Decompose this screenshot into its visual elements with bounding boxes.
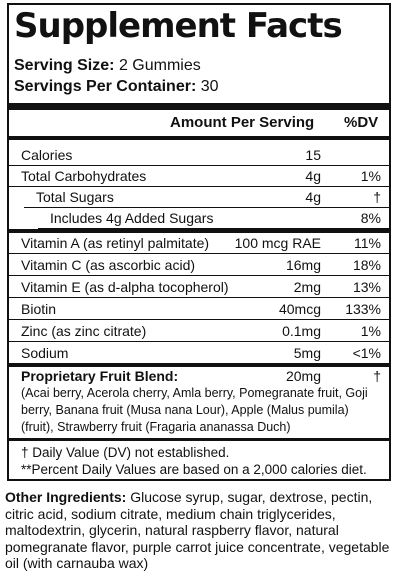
- nutrient-dv: †: [373, 189, 381, 205]
- nutrient-amount: 0.1mg: [282, 323, 321, 339]
- footnote-percent-dv: **Percent Daily Values are based on a 2,…: [21, 462, 367, 477]
- dv-header: %DV: [344, 114, 379, 131]
- table-row: Total Sugars 4g †: [24, 187, 389, 208]
- nutrient-amount: 4g: [305, 189, 321, 205]
- supplement-facts-panel: [7, 3, 391, 481]
- nutrient-dv: 18%: [352, 257, 381, 273]
- serving-size-label: Serving Size:: [14, 57, 115, 74]
- table-row: Includes 4g Added Sugars 8%: [38, 208, 389, 229]
- panel-title: Supplement Facts: [14, 6, 343, 46]
- nutrient-name: Total Sugars: [36, 189, 114, 205]
- nutrient-name: Calories: [21, 147, 73, 163]
- nutrient-dv: 11%: [354, 235, 381, 251]
- table-row: Sodium 5mg <1%: [9, 343, 389, 364]
- thick-divider-footnotes: [9, 438, 389, 441]
- nutrient-amount: 4g: [305, 168, 321, 184]
- nutrient-dv: <1%: [352, 345, 381, 361]
- nutrient-name: Sodium: [21, 345, 69, 361]
- nutrient-dv: 1%: [360, 168, 381, 184]
- other-ingredients: Other Ingredients: Glucose syrup, sugar,…: [5, 489, 397, 572]
- table-row: Vitamin C (as ascorbic acid) 16mg 18%: [9, 255, 389, 276]
- thick-divider-blend: [9, 364, 389, 367]
- amount-per-serving-header: Amount Per Serving: [170, 114, 315, 131]
- blend-dv: †: [373, 368, 381, 384]
- nutrient-amount: 40mcg: [278, 301, 321, 317]
- thick-divider-top: [9, 103, 389, 110]
- nutrient-amount: 16mg: [285, 257, 321, 273]
- nutrient-amount: 5mg: [293, 345, 321, 361]
- thick-divider-header: [9, 136, 389, 140]
- serving-size-value: 2 Gummies: [118, 57, 201, 74]
- nutrient-name: Includes 4g Added Sugars: [50, 210, 214, 226]
- nutrient-name: Total Carbohydrates: [21, 168, 147, 184]
- table-row: Vitamin A (as retinyl palmitate) 100 mcg…: [9, 233, 389, 254]
- table-row: Zinc (as zinc citrate) 0.1mg 1%: [9, 321, 389, 342]
- blend-amount: 20mg: [285, 368, 321, 384]
- servings-per-container-value: 30: [200, 78, 219, 95]
- nutrient-dv: 133%: [345, 301, 381, 317]
- table-row: Vitamin E (as d-alpha tocopherol) 2mg 13…: [9, 277, 389, 298]
- nutrient-name: Biotin: [21, 301, 57, 317]
- table-row: Total Carbohydrates 4g 1%: [9, 166, 389, 187]
- nutrient-name: Vitamin A (as retinyl palmitate): [21, 235, 210, 251]
- thick-divider-vitamins: [9, 229, 389, 233]
- table-row: Calories 15: [9, 145, 389, 166]
- nutrient-amount: 15: [305, 147, 321, 163]
- nutrient-amount: 100 mcg RAE: [234, 235, 321, 251]
- blend-name: Proprietary Fruit Blend:: [21, 368, 179, 384]
- table-row: Biotin 40mcg 133%: [9, 299, 389, 320]
- nutrient-dv: 1%: [360, 323, 381, 339]
- servings-per-container: Servings Per Container: 30: [14, 77, 219, 97]
- nutrient-name: Vitamin E (as d-alpha tocopherol): [21, 279, 229, 295]
- other-ingredients-label: Other Ingredients:: [5, 489, 127, 505]
- nutrient-name: Zinc (as zinc citrate): [21, 323, 147, 339]
- footnote-dagger: † Daily Value (DV) not established.: [21, 445, 230, 460]
- nutrient-dv: 8%: [360, 210, 381, 226]
- nutrient-name: Vitamin C (as ascorbic acid): [21, 257, 196, 273]
- other-ingredients-text: Glucose syrup, sugar, dextrose, pectin, …: [5, 489, 390, 571]
- nutrient-amount: 2mg: [293, 279, 321, 295]
- nutrient-dv: 13%: [352, 279, 381, 295]
- servings-per-container-label: Servings Per Container:: [14, 78, 197, 95]
- blend-ingredients: (Acai berry, Acerola cherry, Amla berry,…: [21, 386, 368, 434]
- serving-size: Serving Size: 2 Gummies: [14, 56, 201, 76]
